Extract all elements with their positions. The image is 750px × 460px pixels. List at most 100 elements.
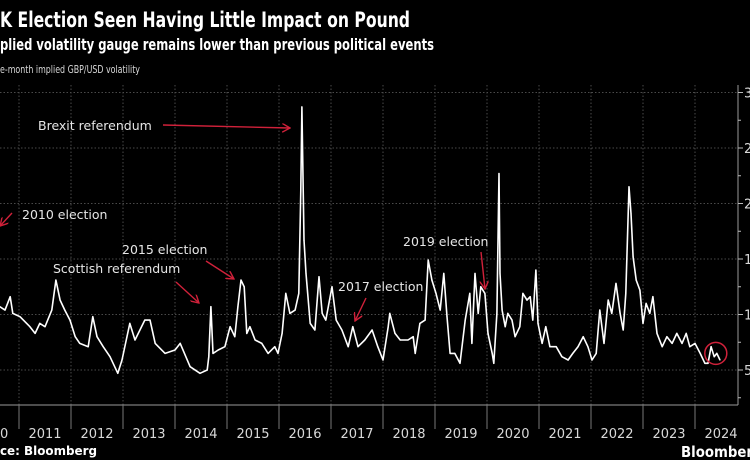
data-point <box>681 342 683 344</box>
data-point <box>179 342 181 344</box>
data-point <box>399 339 401 341</box>
data-point <box>431 279 433 281</box>
annotation-2010-election: 2010 election <box>0 207 107 226</box>
data-point <box>87 346 89 348</box>
data-point <box>514 336 516 338</box>
data-point <box>229 326 231 328</box>
data-point <box>427 259 429 261</box>
data-point <box>92 316 94 318</box>
data-point <box>595 352 597 354</box>
data-point <box>491 352 493 354</box>
data-point <box>134 339 136 341</box>
y-tick-label: 3 <box>744 87 750 102</box>
annotation-2017-election: 2017 election <box>338 279 423 321</box>
x-tick-label: 2011 <box>28 427 61 442</box>
data-point <box>285 292 287 295</box>
x-tick-label: 2021 <box>548 427 581 442</box>
data-point <box>144 319 146 321</box>
data-point <box>335 319 337 321</box>
data-point <box>261 342 263 344</box>
data-point <box>382 359 384 361</box>
chart-title: K Election Seen Having Little Impact on … <box>0 8 410 32</box>
data-point <box>96 336 98 338</box>
data-point <box>212 352 214 354</box>
data-point <box>74 336 76 338</box>
data-point <box>661 346 663 348</box>
data-point <box>603 342 605 344</box>
data-point <box>314 329 316 331</box>
data-point <box>656 332 658 334</box>
y-tick-label: 1 <box>744 253 750 268</box>
annotation-label: Brexit referendum <box>38 118 152 133</box>
data-point <box>394 332 396 334</box>
data-point <box>671 342 673 344</box>
data-point <box>480 286 482 288</box>
data-point <box>555 346 557 348</box>
data-point <box>347 346 349 348</box>
data-point <box>642 322 644 324</box>
data-point <box>607 299 609 301</box>
data-point <box>577 346 579 348</box>
data-point <box>79 342 81 344</box>
data-point <box>713 356 715 358</box>
x-tick-label: 2017 <box>340 427 373 442</box>
data-point <box>281 332 283 334</box>
data-point <box>474 272 476 275</box>
data-point <box>522 292 524 295</box>
data-point <box>29 326 31 328</box>
data-point <box>710 346 712 348</box>
arrow-icon <box>481 251 485 289</box>
x-tick-label: 2014 <box>184 427 217 442</box>
data-point <box>12 312 14 314</box>
data-point <box>44 326 46 328</box>
data-point <box>632 256 634 258</box>
data-point <box>300 189 302 191</box>
data-point <box>298 292 300 295</box>
data-point <box>414 352 416 354</box>
highlight-circle <box>704 341 728 366</box>
data-point <box>628 186 630 188</box>
data-point <box>237 306 239 308</box>
annotation-2019-election: 2019 election <box>403 234 488 289</box>
x-tick-label: 2013 <box>132 427 165 442</box>
data-point <box>267 352 269 354</box>
data-point <box>341 329 343 331</box>
data-point <box>615 282 617 285</box>
data-point <box>199 372 201 374</box>
data-point <box>496 312 498 314</box>
arrow-icon <box>355 297 367 321</box>
data-point <box>69 319 71 321</box>
data-point <box>625 292 627 295</box>
data-point <box>121 359 123 361</box>
data-point <box>707 362 709 364</box>
data-point <box>501 309 503 311</box>
data-point <box>493 362 495 364</box>
data-point <box>567 359 569 361</box>
data-point <box>389 312 391 314</box>
data-point <box>55 279 57 281</box>
y-tick-label: 2 <box>744 142 750 157</box>
data-point <box>240 279 242 281</box>
annotation-label: Scottish referendum <box>53 261 180 276</box>
data-point <box>622 329 624 331</box>
data-point <box>59 299 61 301</box>
data-point <box>206 369 208 371</box>
data-point <box>254 339 256 341</box>
y-tick-label: 1 <box>744 309 750 324</box>
data-point <box>439 309 441 311</box>
data-point <box>699 352 701 354</box>
gridlines <box>0 85 738 405</box>
data-point <box>639 289 641 291</box>
data-point <box>652 296 654 298</box>
data-point <box>689 346 691 348</box>
data-point <box>572 352 574 354</box>
data-point <box>246 332 248 334</box>
data-point <box>424 319 426 321</box>
data-point <box>277 352 279 354</box>
arrow-icon <box>162 125 290 128</box>
data-point <box>685 332 687 334</box>
x-tick-label: 2015 <box>236 427 269 442</box>
data-point <box>587 346 589 348</box>
data-point <box>487 332 489 334</box>
data-point <box>4 309 6 311</box>
